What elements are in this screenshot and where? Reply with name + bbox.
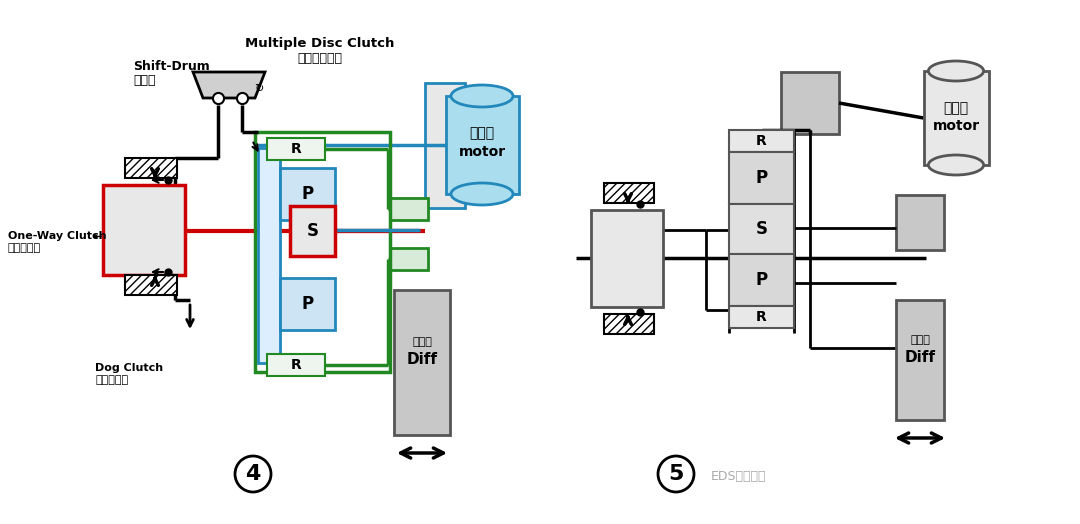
Bar <box>267 354 325 376</box>
Bar <box>103 185 185 275</box>
Bar <box>258 148 280 363</box>
Bar <box>591 210 663 307</box>
Bar <box>280 168 335 220</box>
Bar <box>923 71 988 165</box>
Text: 电动机: 电动机 <box>944 101 969 115</box>
Bar <box>896 300 944 420</box>
Text: 差速器: 差速器 <box>413 337 432 347</box>
Text: 多片式离合器: 多片式离合器 <box>297 51 342 64</box>
Bar <box>729 254 794 306</box>
Text: R: R <box>756 134 767 148</box>
Text: 换档鼓: 换档鼓 <box>133 73 156 86</box>
Bar <box>446 96 518 194</box>
Text: ↻: ↻ <box>254 84 264 94</box>
Text: R: R <box>756 310 767 324</box>
Text: P: P <box>755 169 768 187</box>
Text: 爪式离合器: 爪式离合器 <box>95 375 129 385</box>
Text: R: R <box>291 142 301 156</box>
Bar <box>604 314 654 334</box>
Text: Diff: Diff <box>406 353 437 367</box>
Text: R: R <box>291 358 301 372</box>
Text: P: P <box>301 295 313 313</box>
Bar <box>729 306 794 328</box>
Polygon shape <box>193 72 265 98</box>
Ellipse shape <box>929 155 984 175</box>
Text: One-Way Clutch: One-Way Clutch <box>8 231 107 241</box>
Bar <box>604 183 654 203</box>
Circle shape <box>235 456 271 492</box>
Bar <box>729 204 794 254</box>
Bar <box>729 152 794 204</box>
Text: S: S <box>307 222 319 240</box>
Bar <box>125 275 177 295</box>
Bar <box>896 195 944 250</box>
Text: 单向离合器: 单向离合器 <box>8 243 41 253</box>
Text: P: P <box>755 271 768 289</box>
Text: 差速器: 差速器 <box>910 335 930 345</box>
Ellipse shape <box>929 61 984 81</box>
Text: Diff: Diff <box>905 351 935 366</box>
Ellipse shape <box>451 85 513 107</box>
Text: S: S <box>756 220 768 238</box>
Bar <box>125 158 177 178</box>
Bar <box>781 72 839 134</box>
Bar <box>729 130 794 152</box>
Bar <box>255 132 390 372</box>
Bar <box>267 138 325 160</box>
Bar <box>426 83 465 208</box>
Text: P: P <box>301 185 313 203</box>
Text: 4: 4 <box>245 464 260 484</box>
Text: motor: motor <box>458 145 505 159</box>
Text: motor: motor <box>932 119 980 133</box>
Text: 电动机: 电动机 <box>470 126 495 140</box>
Text: Shift-Drum: Shift-Drum <box>133 60 210 72</box>
Text: EDS电驱未来: EDS电驱未来 <box>711 470 767 483</box>
Text: Multiple Disc Clutch: Multiple Disc Clutch <box>245 38 394 50</box>
Text: 5: 5 <box>669 464 684 484</box>
Ellipse shape <box>451 183 513 205</box>
Bar <box>280 278 335 330</box>
Bar <box>291 206 335 256</box>
Text: Dog Clutch: Dog Clutch <box>95 363 163 373</box>
Bar <box>394 290 450 435</box>
Bar <box>390 248 428 270</box>
Circle shape <box>658 456 694 492</box>
Bar <box>390 198 428 220</box>
